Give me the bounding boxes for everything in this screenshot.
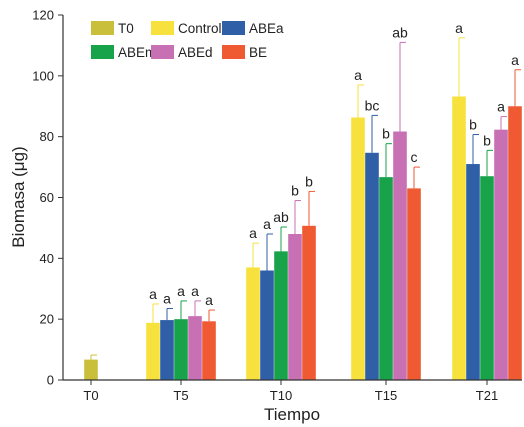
- legend-label: ABEd: [178, 45, 213, 60]
- y-ticks: 0 20 40 60 80 100 120: [32, 8, 63, 388]
- legend-swatch: [91, 45, 114, 59]
- x-tick-label: T5: [173, 388, 188, 403]
- legend-label: BE: [249, 45, 267, 60]
- bar: [84, 359, 98, 380]
- x-axis-title: Tiempo: [264, 405, 320, 424]
- y-tick-label: 40: [40, 251, 54, 266]
- bar: [146, 322, 160, 380]
- bar: [379, 177, 393, 380]
- bar: [246, 267, 260, 380]
- y-tick-label: 60: [40, 190, 54, 205]
- significance-label: bc: [365, 97, 380, 113]
- x-tick-label: T21: [476, 388, 498, 403]
- error-bars: [90, 37, 521, 360]
- y-tick-label: 20: [40, 312, 54, 327]
- significance-label: b: [469, 117, 477, 133]
- significance-label: a: [455, 20, 463, 36]
- bar: [260, 270, 274, 380]
- legend-label: Control: [178, 21, 222, 36]
- bar: [407, 188, 421, 380]
- legend-swatch: [222, 45, 245, 59]
- legend-label: T0: [118, 21, 134, 36]
- x-tick-label: T0: [83, 388, 98, 403]
- significance-label: a: [163, 291, 171, 307]
- legend-label: ABEm: [118, 45, 156, 60]
- bar: [494, 129, 508, 380]
- x-tick-label: T15: [375, 388, 397, 403]
- significance-label: b: [291, 183, 299, 199]
- bar: [480, 176, 494, 380]
- bar: [466, 164, 480, 380]
- bar: [508, 106, 522, 380]
- significance-label: ab: [392, 24, 408, 40]
- y-tick-label: 80: [40, 129, 54, 144]
- significance-label: a: [497, 99, 505, 115]
- legend-swatch: [151, 45, 174, 59]
- y-tick-label: 100: [32, 68, 54, 83]
- bar: [393, 131, 407, 380]
- bar: [365, 152, 379, 380]
- legend-swatch: [222, 21, 245, 35]
- bar: [188, 316, 202, 380]
- x-ticks: T0 T5 T10 T15 T21: [83, 380, 498, 403]
- significance-label: b: [483, 132, 491, 148]
- bar: [302, 225, 316, 380]
- legend-label: ABEa: [249, 21, 284, 36]
- significance-label: a: [149, 286, 157, 302]
- bar: [174, 319, 188, 380]
- y-tick-label: 120: [32, 8, 54, 23]
- significance-label: a: [354, 67, 362, 83]
- bar: [274, 251, 288, 380]
- significance-label: a: [205, 292, 213, 308]
- significance-label: a: [249, 225, 257, 241]
- legend-swatch: [151, 21, 174, 35]
- significance-label: ab: [273, 209, 289, 225]
- significance-label: a: [191, 283, 199, 299]
- x-tick-label: T10: [270, 388, 292, 403]
- significance-label: b: [382, 126, 390, 142]
- significance-label: b: [305, 173, 313, 189]
- bar: [288, 234, 302, 380]
- bar: [452, 96, 466, 381]
- significance-label: c: [411, 149, 418, 165]
- y-tick-label: 0: [47, 373, 54, 388]
- bars: [84, 96, 522, 381]
- significance-label: a: [177, 283, 185, 299]
- bar: [160, 320, 174, 380]
- bar: [351, 117, 365, 381]
- legend-swatch: [91, 21, 114, 35]
- legend: T0 Control ABEa ABEm ABEd BE: [91, 21, 284, 60]
- bar: [202, 321, 216, 380]
- y-axis-title: Biomasa (μg): [9, 146, 28, 247]
- significance-label: a: [511, 52, 519, 68]
- significance-label: a: [263, 216, 271, 232]
